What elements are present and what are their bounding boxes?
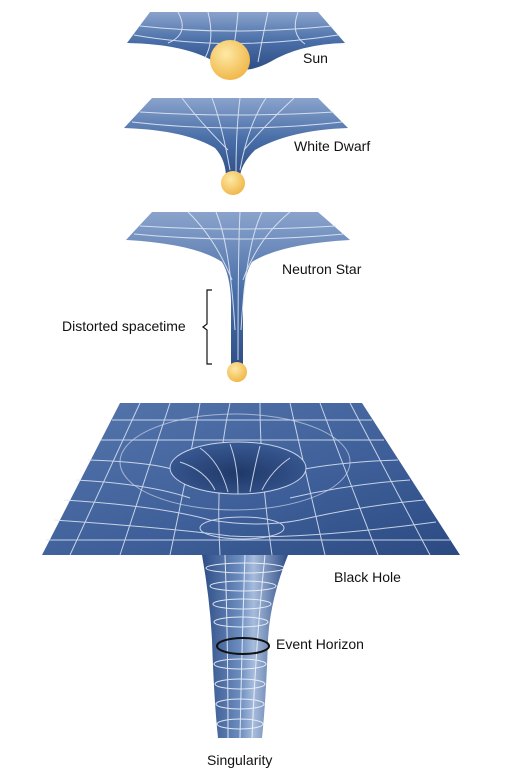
white-dwarf-sphere <box>221 171 245 195</box>
black-hole-funnel <box>202 554 288 739</box>
neutron-star-spacetime-surface <box>126 211 350 370</box>
label-white-dwarf: White Dwarf <box>294 138 370 154</box>
label-event-horizon: Event Horizon <box>276 636 364 652</box>
black-hole-spacetime-sheet <box>42 402 460 556</box>
label-singularity: Singularity <box>207 752 272 768</box>
event-horizon-ring <box>216 637 270 655</box>
label-neutron-star: Neutron Star <box>282 261 362 277</box>
label-black-hole: Black Hole <box>334 569 401 585</box>
label-distorted-spacetime: Distorted spacetime <box>62 318 186 334</box>
white-dwarf-spacetime-surface <box>124 97 348 178</box>
distorted-spacetime-bracket <box>202 289 212 365</box>
sun-sphere <box>210 40 250 80</box>
label-sun: Sun <box>303 50 328 66</box>
neutron-star-sphere <box>227 362 247 382</box>
